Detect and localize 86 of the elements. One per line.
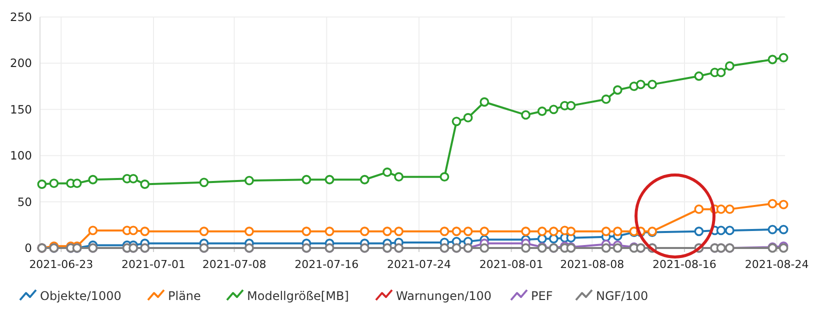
- point: [716, 204, 726, 214]
- point: [612, 85, 622, 95]
- point: [566, 101, 576, 110]
- point: [521, 243, 530, 253]
- y-tick-label: 50: [17, 194, 32, 209]
- point: [521, 226, 530, 236]
- point: [601, 226, 611, 236]
- x-tick-label: 2021-07-01: [122, 258, 186, 271]
- point: [360, 174, 370, 184]
- point: [244, 226, 254, 236]
- x-tick-label: 2021-08-01: [479, 258, 544, 271]
- point: [612, 243, 622, 253]
- point: [694, 204, 704, 214]
- x-tick-label: 2021-08-08: [560, 258, 624, 271]
- point: [360, 226, 370, 236]
- x-tick-label: 2021-07-16: [294, 258, 359, 271]
- y-tick-label: 250: [10, 10, 32, 24]
- point: [440, 172, 450, 182]
- point: [778, 224, 788, 234]
- point: [694, 71, 704, 81]
- y-tick-label: 100: [10, 148, 32, 163]
- point: [778, 52, 788, 62]
- point: [440, 226, 450, 236]
- legend-label: PEF: [531, 289, 553, 304]
- point: [88, 174, 98, 184]
- y-tick-label: 0: [24, 241, 32, 256]
- point: [394, 226, 404, 236]
- point: [548, 226, 558, 236]
- legend-label: Objekte/1000: [40, 289, 122, 304]
- point: [724, 204, 734, 214]
- point: [463, 113, 473, 122]
- point: [302, 226, 312, 236]
- point: [452, 116, 462, 126]
- point: [724, 226, 734, 236]
- point: [716, 68, 726, 78]
- point: [199, 178, 209, 188]
- point: [768, 198, 778, 208]
- point: [778, 200, 788, 210]
- legend-label: Warnungen/100: [396, 289, 492, 304]
- point: [452, 226, 462, 236]
- point: [480, 97, 490, 107]
- point: [72, 178, 82, 188]
- legend-label: Modellgröße[MB]: [247, 289, 349, 304]
- point: [636, 80, 646, 90]
- x-tick-label: 2021-08-24: [744, 258, 809, 271]
- point: [480, 226, 490, 236]
- point: [199, 226, 209, 236]
- point: [601, 243, 611, 253]
- legend-label: NGF/100: [596, 289, 648, 304]
- point: [694, 226, 704, 236]
- point: [716, 226, 726, 236]
- point: [140, 180, 150, 189]
- point: [88, 226, 98, 236]
- point: [537, 106, 547, 116]
- point: [463, 226, 473, 236]
- x-tick-label: 2021-07-24: [387, 258, 451, 271]
- point: [140, 226, 150, 236]
- x-tick-label: 2021-08-16: [652, 258, 716, 271]
- point: [566, 226, 576, 236]
- y-tick-label: 150: [10, 102, 32, 116]
- point: [49, 178, 59, 188]
- legend-label: Pläne: [168, 289, 201, 304]
- point: [724, 61, 734, 71]
- point: [382, 168, 392, 177]
- point: [548, 234, 558, 244]
- point: [394, 172, 404, 182]
- point: [548, 104, 558, 114]
- point: [768, 224, 778, 234]
- point: [768, 54, 778, 64]
- point: [128, 226, 138, 236]
- point: [324, 226, 334, 236]
- point: [521, 110, 530, 120]
- point: [244, 176, 254, 186]
- point: [382, 226, 392, 236]
- y-tick-label: 200: [10, 56, 32, 70]
- point: [612, 226, 622, 236]
- point: [302, 174, 312, 184]
- point: [648, 80, 657, 90]
- x-tick-label: 2021-06-23: [29, 258, 94, 271]
- point: [37, 180, 47, 189]
- point: [128, 174, 138, 184]
- point: [537, 226, 547, 236]
- point: [324, 174, 334, 184]
- point: [480, 243, 490, 253]
- point: [601, 94, 611, 104]
- x-tick-label: 2021-07-08: [202, 258, 266, 271]
